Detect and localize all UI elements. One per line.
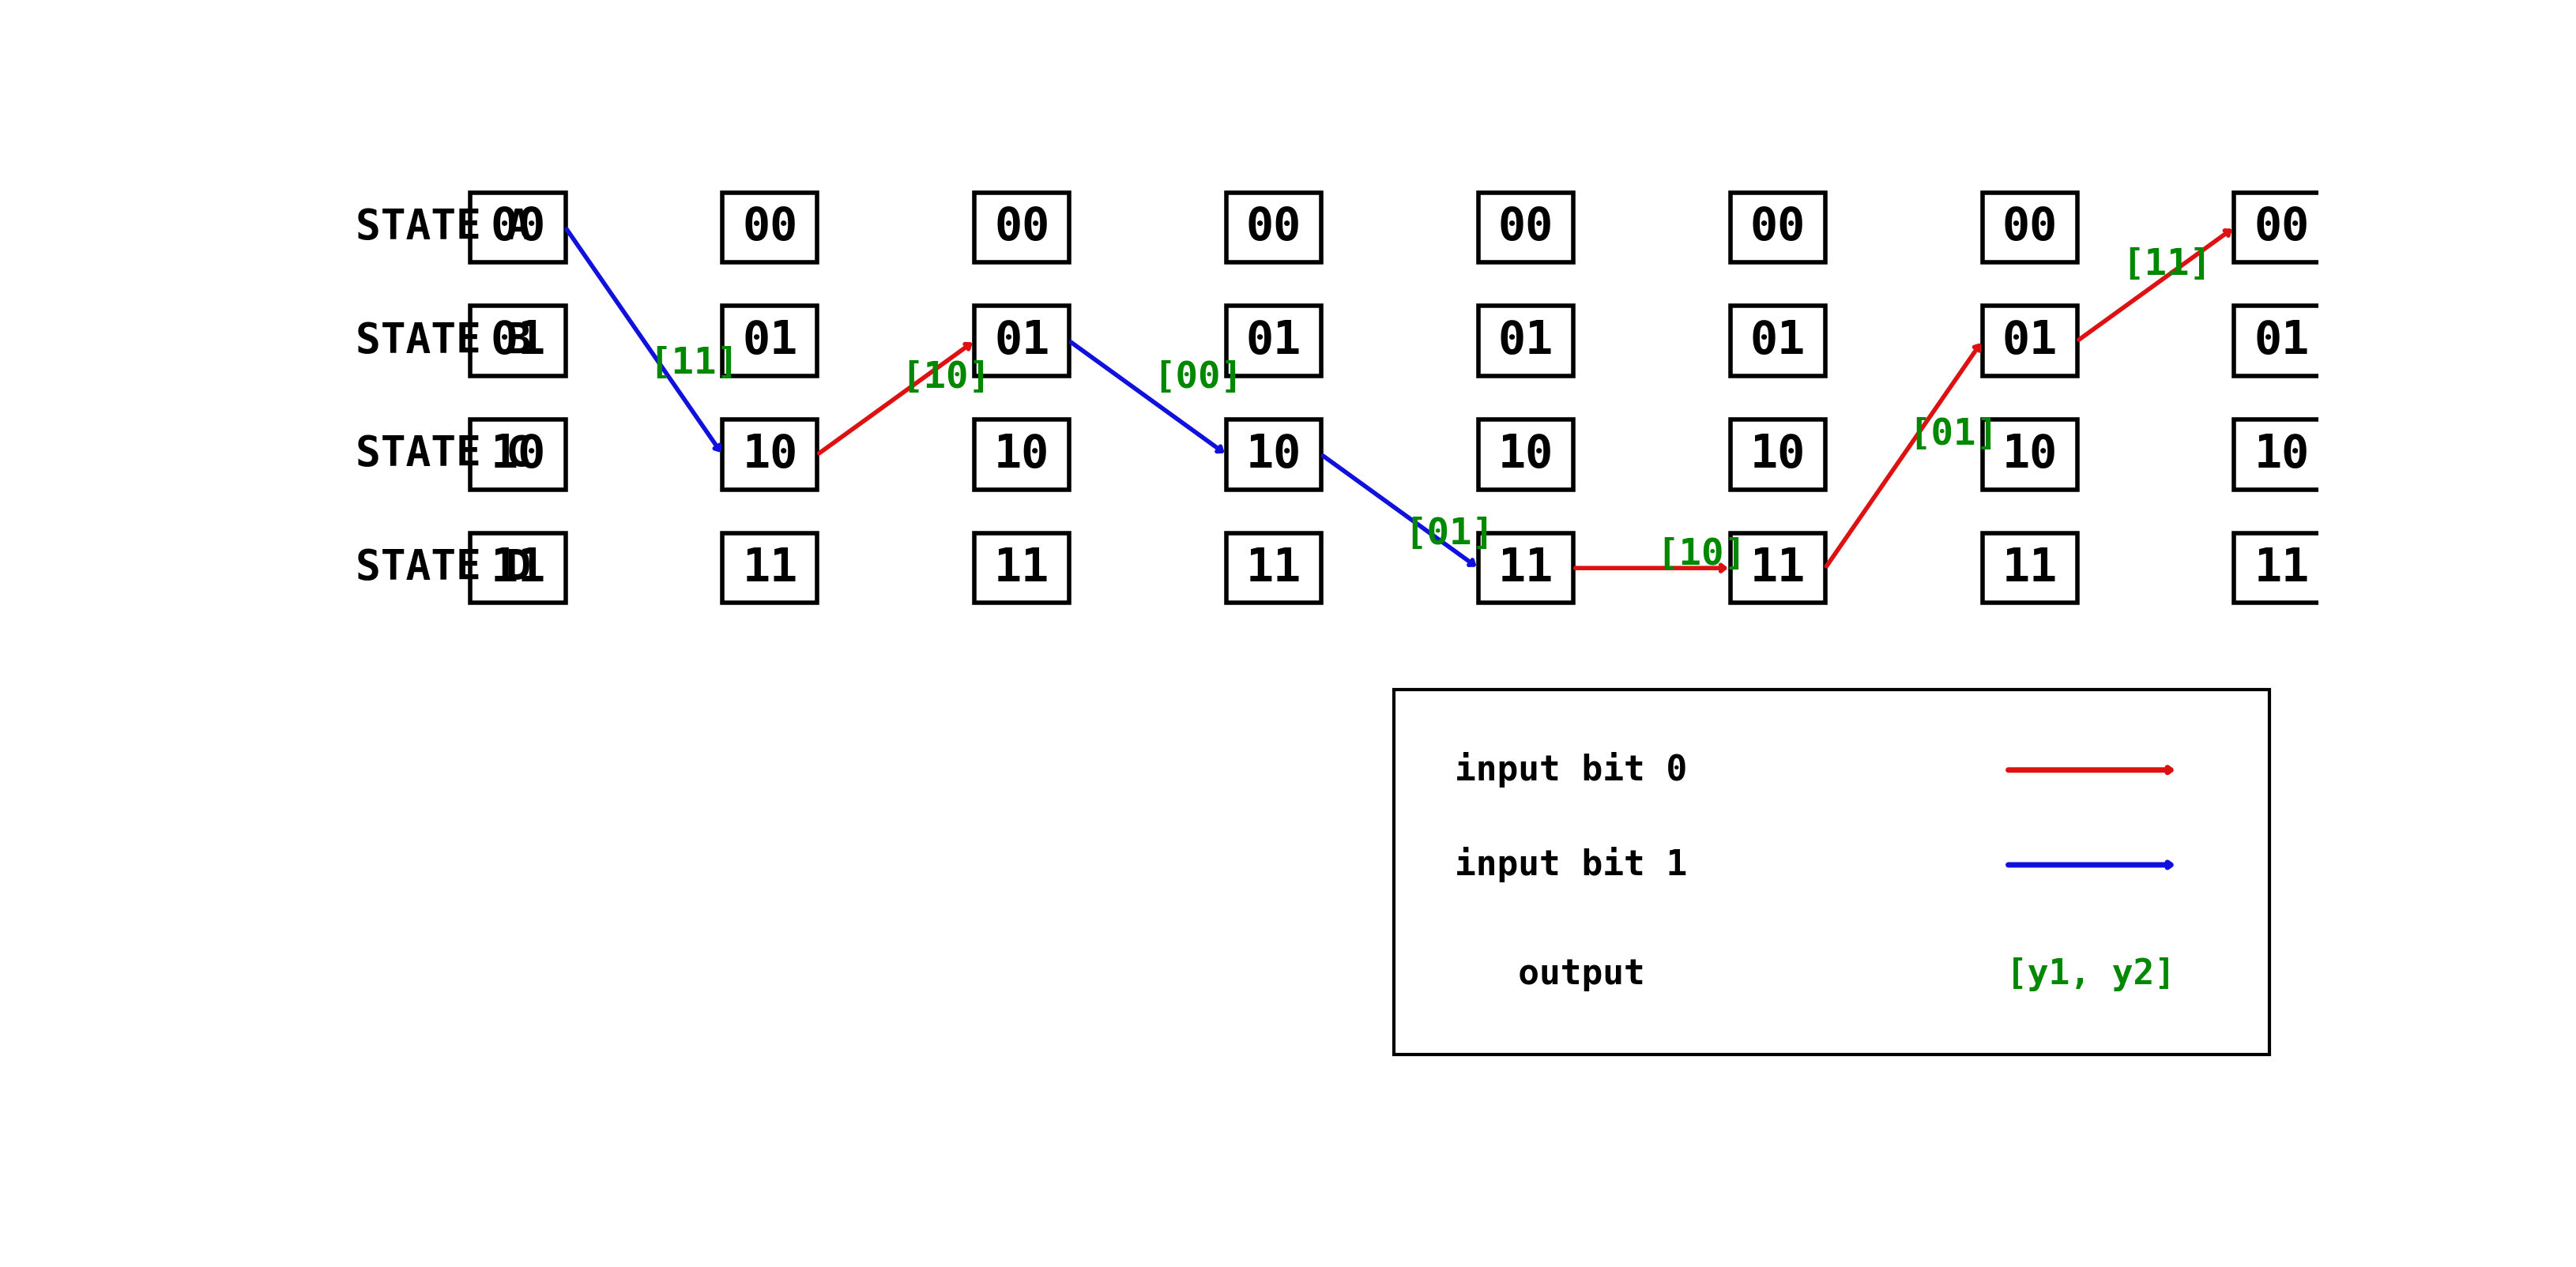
Text: output: output (1455, 958, 1646, 991)
FancyBboxPatch shape (471, 193, 564, 262)
Text: 11: 11 (2002, 546, 2058, 590)
Text: 01: 01 (489, 318, 546, 364)
Text: 01: 01 (2002, 318, 2058, 364)
Text: 00: 00 (2254, 205, 2311, 250)
Text: [11]: [11] (2123, 247, 2213, 283)
Text: STATE C: STATE C (355, 435, 531, 475)
Text: 01: 01 (994, 318, 1048, 364)
Text: 00: 00 (1749, 205, 1806, 250)
Text: [11]: [11] (649, 346, 739, 381)
Text: 00: 00 (1247, 205, 1301, 250)
FancyBboxPatch shape (1984, 419, 2076, 489)
Text: 10: 10 (1749, 432, 1806, 478)
Text: 01: 01 (1499, 318, 1553, 364)
Text: 11: 11 (1499, 546, 1553, 590)
FancyBboxPatch shape (2233, 419, 2329, 489)
FancyBboxPatch shape (2233, 193, 2329, 262)
Text: 10: 10 (2254, 432, 2311, 478)
Text: 01: 01 (1749, 318, 1806, 364)
Text: input bit 1: input bit 1 (1455, 848, 1687, 883)
FancyBboxPatch shape (721, 533, 817, 603)
FancyBboxPatch shape (1984, 193, 2076, 262)
Text: 11: 11 (994, 546, 1048, 590)
FancyBboxPatch shape (1731, 419, 1826, 489)
FancyBboxPatch shape (721, 419, 817, 489)
Text: 11: 11 (1749, 546, 1806, 590)
Text: 10: 10 (1247, 432, 1301, 478)
FancyBboxPatch shape (1984, 307, 2076, 376)
Text: [10]: [10] (1656, 537, 1747, 573)
Text: 11: 11 (742, 546, 799, 590)
FancyBboxPatch shape (2233, 307, 2329, 376)
Text: 01: 01 (1247, 318, 1301, 364)
FancyBboxPatch shape (1226, 419, 1321, 489)
FancyBboxPatch shape (1731, 193, 1826, 262)
FancyBboxPatch shape (1479, 533, 1574, 603)
FancyBboxPatch shape (1479, 419, 1574, 489)
Text: 10: 10 (1499, 432, 1553, 478)
FancyBboxPatch shape (1731, 307, 1826, 376)
FancyBboxPatch shape (1226, 307, 1321, 376)
Text: 10: 10 (742, 432, 799, 478)
Text: STATE D: STATE D (355, 547, 531, 589)
Text: 10: 10 (489, 432, 546, 478)
FancyBboxPatch shape (974, 419, 1069, 489)
FancyBboxPatch shape (974, 193, 1069, 262)
Text: [10]: [10] (902, 361, 992, 397)
FancyBboxPatch shape (1479, 193, 1574, 262)
Text: [00]: [00] (1151, 361, 1242, 397)
FancyBboxPatch shape (721, 193, 817, 262)
FancyBboxPatch shape (471, 533, 564, 603)
Text: 01: 01 (2254, 318, 2311, 364)
Text: [01]: [01] (1404, 517, 1494, 552)
Text: STATE A: STATE A (355, 207, 531, 248)
FancyBboxPatch shape (1226, 533, 1321, 603)
Text: 11: 11 (489, 546, 546, 590)
FancyBboxPatch shape (471, 307, 564, 376)
FancyBboxPatch shape (974, 307, 1069, 376)
Text: 10: 10 (994, 432, 1048, 478)
Text: 00: 00 (1499, 205, 1553, 250)
Text: 00: 00 (742, 205, 799, 250)
FancyBboxPatch shape (1731, 533, 1826, 603)
Text: 01: 01 (742, 318, 799, 364)
FancyBboxPatch shape (721, 307, 817, 376)
FancyBboxPatch shape (1394, 689, 2269, 1054)
Text: 11: 11 (1247, 546, 1301, 590)
Text: 00: 00 (994, 205, 1048, 250)
Text: STATE B: STATE B (355, 321, 531, 361)
Text: input bit 0: input bit 0 (1455, 753, 1687, 788)
Text: [01]: [01] (1909, 417, 1999, 452)
Text: 10: 10 (2002, 432, 2058, 478)
Text: [y1, y2]: [y1, y2] (2007, 958, 2174, 991)
Text: 00: 00 (489, 205, 546, 250)
Text: 11: 11 (2254, 546, 2311, 590)
Text: 00: 00 (2002, 205, 2058, 250)
FancyBboxPatch shape (974, 533, 1069, 603)
FancyBboxPatch shape (2233, 533, 2329, 603)
FancyBboxPatch shape (1984, 533, 2076, 603)
FancyBboxPatch shape (1226, 193, 1321, 262)
FancyBboxPatch shape (471, 419, 564, 489)
FancyBboxPatch shape (1479, 307, 1574, 376)
